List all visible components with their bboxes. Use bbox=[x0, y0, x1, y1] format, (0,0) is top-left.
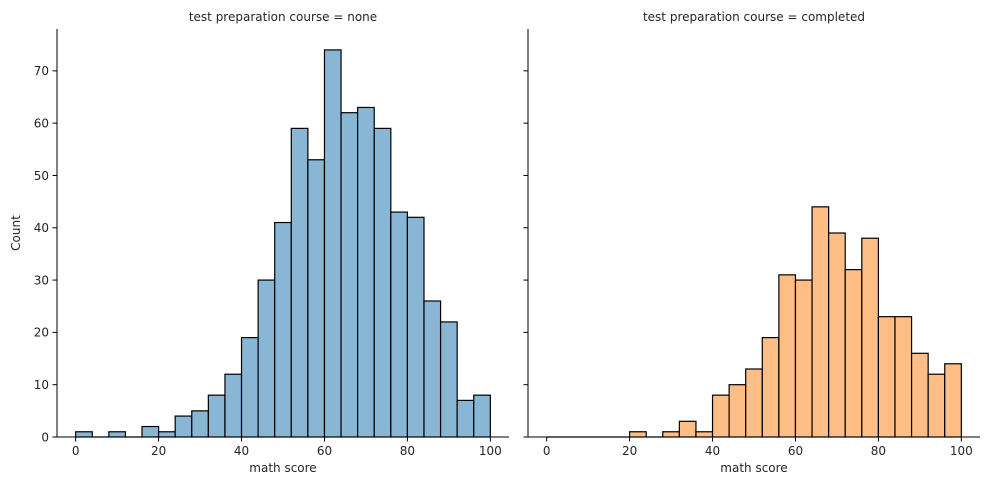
histogram-bar bbox=[695, 431, 714, 438]
histogram-bar bbox=[728, 384, 747, 438]
histogram-bar bbox=[910, 352, 929, 438]
histogram-bar bbox=[191, 410, 209, 438]
y-tick-label: 30 bbox=[34, 273, 49, 287]
x-tick-label: 60 bbox=[788, 444, 803, 458]
histogram-bar bbox=[894, 316, 913, 438]
histogram-bar bbox=[108, 431, 127, 438]
histogram-bar bbox=[141, 425, 160, 438]
histogram-bar bbox=[778, 274, 797, 438]
histogram-bar bbox=[861, 237, 880, 438]
histogram-bar bbox=[828, 232, 846, 438]
y-tick-label: 20 bbox=[34, 326, 49, 340]
y-tick-label: 40 bbox=[34, 221, 49, 235]
histogram-bar bbox=[373, 127, 392, 438]
x-tick-label: 60 bbox=[317, 444, 332, 458]
histogram-bar bbox=[473, 394, 491, 438]
histogram-bar bbox=[274, 221, 292, 438]
histogram-bar bbox=[207, 394, 226, 438]
x-tick-label: 80 bbox=[400, 444, 415, 458]
x-tick-label: 100 bbox=[479, 444, 502, 458]
x-tick-label: 40 bbox=[234, 444, 249, 458]
y-tick-label: 50 bbox=[34, 169, 49, 183]
histogram-bar bbox=[711, 394, 730, 438]
panel-title: test preparation course = completed bbox=[643, 10, 865, 24]
y-axis-label: Count bbox=[9, 215, 23, 251]
y-tick-label: 0 bbox=[41, 430, 49, 444]
x-tick-label: 100 bbox=[950, 444, 973, 458]
histogram-bar bbox=[390, 211, 409, 438]
x-axis-label: math score bbox=[720, 461, 787, 475]
histogram-bar bbox=[877, 316, 896, 438]
y-tick-label: 70 bbox=[34, 64, 49, 78]
histogram-bar bbox=[761, 337, 780, 438]
histogram-bar bbox=[157, 431, 176, 438]
histogram-bar bbox=[257, 279, 276, 438]
x-tick-label: 0 bbox=[72, 444, 80, 458]
histogram-bar bbox=[307, 159, 326, 438]
histogram-bar bbox=[745, 368, 763, 438]
histogram-bar bbox=[662, 431, 680, 438]
histogram-bar bbox=[423, 300, 442, 438]
histogram-bar bbox=[75, 431, 93, 438]
histogram-bar bbox=[174, 415, 193, 438]
histogram-bar bbox=[340, 112, 359, 438]
histogram-bar bbox=[794, 279, 813, 438]
y-tick-label: 10 bbox=[34, 378, 49, 392]
x-tick-label: 0 bbox=[543, 444, 551, 458]
histogram-bar bbox=[628, 431, 647, 438]
histogram-bar bbox=[678, 420, 697, 438]
y-tick-label: 60 bbox=[34, 116, 49, 130]
histogram-bar bbox=[944, 363, 962, 438]
histogram-bar bbox=[406, 216, 425, 438]
histogram-bar bbox=[323, 49, 342, 438]
x-tick-label: 20 bbox=[151, 444, 166, 458]
histogram-bar bbox=[456, 399, 475, 438]
histogram-bar bbox=[439, 321, 458, 438]
panel-title: test preparation course = none bbox=[189, 10, 377, 24]
histogram-bar bbox=[927, 373, 946, 438]
histogram-bar bbox=[240, 337, 259, 438]
histogram-bar bbox=[811, 206, 830, 438]
histogram-bar bbox=[844, 269, 863, 438]
x-tick-label: 20 bbox=[622, 444, 637, 458]
x-tick-label: 80 bbox=[871, 444, 886, 458]
histogram-bar bbox=[290, 127, 309, 438]
histogram-bar bbox=[357, 106, 375, 438]
histogram-bar bbox=[224, 373, 243, 438]
x-tick-label: 40 bbox=[705, 444, 720, 458]
x-axis-label: math score bbox=[249, 461, 316, 475]
